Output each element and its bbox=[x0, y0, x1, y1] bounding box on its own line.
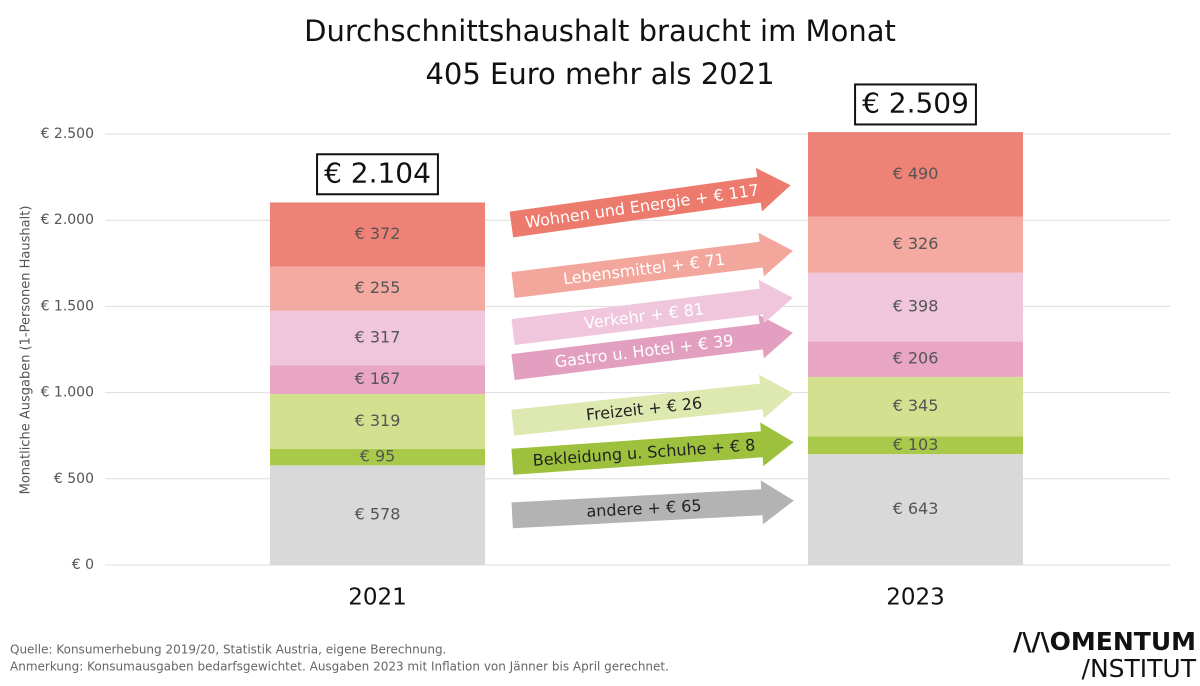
bar-segment bbox=[270, 393, 485, 449]
bar-segment bbox=[270, 465, 485, 565]
y-tick-label: € 500 bbox=[54, 471, 94, 487]
logo: /\/\OMENTUM bbox=[1013, 627, 1196, 656]
x-tick-label: 2021 bbox=[348, 585, 407, 611]
value-label: € 578 bbox=[355, 505, 401, 524]
y-tick-label: € 1.500 bbox=[41, 298, 94, 314]
value-label: € 398 bbox=[893, 297, 939, 316]
bar-segment bbox=[270, 202, 485, 267]
arrow: andere + € 65 bbox=[511, 480, 794, 529]
chart-title: Durchschnittshaushalt braucht im Monat bbox=[304, 14, 896, 48]
value-label: € 167 bbox=[355, 369, 401, 388]
bar-segment bbox=[270, 310, 485, 366]
bar-segment bbox=[808, 272, 1023, 342]
arrow-shape bbox=[509, 167, 791, 238]
value-label: € 326 bbox=[893, 234, 939, 253]
value-label: € 490 bbox=[893, 164, 939, 183]
arrow-shape bbox=[511, 374, 794, 436]
value-label: € 95 bbox=[360, 447, 396, 466]
y-tick-label: € 2.000 bbox=[41, 212, 94, 228]
bar-segment bbox=[270, 365, 485, 394]
total-label: € 2.509 bbox=[862, 86, 969, 119]
arrow: Wohnen und Energie + € 117 bbox=[509, 167, 791, 238]
total-box bbox=[316, 153, 439, 196]
value-label: € 643 bbox=[893, 499, 939, 518]
bar-segment bbox=[808, 436, 1023, 455]
arrow-shape bbox=[511, 314, 793, 380]
footnote: Anmerkung: Konsumausgaben bedarfsgewicht… bbox=[10, 660, 669, 674]
footnote: Quelle: Konsumerhebung 2019/20, Statisti… bbox=[10, 643, 446, 657]
arrow-label: Lebensmittel + € 71 bbox=[562, 250, 726, 289]
bar-segment bbox=[808, 376, 1023, 437]
bar-segment bbox=[808, 132, 1023, 217]
value-label: € 345 bbox=[893, 396, 939, 415]
y-axis-label: Monatliche Ausgaben (1-Personen Haushalt… bbox=[19, 206, 34, 495]
bar-segment bbox=[270, 448, 485, 466]
value-label: € 317 bbox=[355, 327, 401, 346]
total-label: € 2.104 bbox=[324, 156, 431, 189]
x-tick-label: 2023 bbox=[886, 585, 945, 611]
total-box bbox=[854, 83, 977, 126]
value-label: € 255 bbox=[355, 278, 401, 297]
arrow-shape bbox=[511, 480, 794, 529]
arrow-shape bbox=[511, 232, 793, 298]
chart-title: 405 Euro mehr als 2021 bbox=[425, 57, 774, 91]
y-tick-label: € 1.000 bbox=[41, 385, 94, 401]
value-label: € 319 bbox=[355, 411, 401, 430]
arrow-shape bbox=[511, 422, 794, 475]
value-label: € 372 bbox=[355, 224, 401, 243]
y-tick-label: € 0 bbox=[72, 557, 94, 573]
value-label: € 206 bbox=[893, 349, 939, 368]
bar-segment bbox=[808, 454, 1023, 565]
bar-segment bbox=[270, 266, 485, 311]
arrow-shape bbox=[511, 279, 793, 345]
y-tick-label: € 2.500 bbox=[41, 126, 94, 142]
logo: /NSTITUT bbox=[1082, 654, 1197, 683]
value-label: € 103 bbox=[893, 435, 939, 454]
bar-segment bbox=[808, 216, 1023, 273]
bar-segment bbox=[808, 341, 1023, 377]
